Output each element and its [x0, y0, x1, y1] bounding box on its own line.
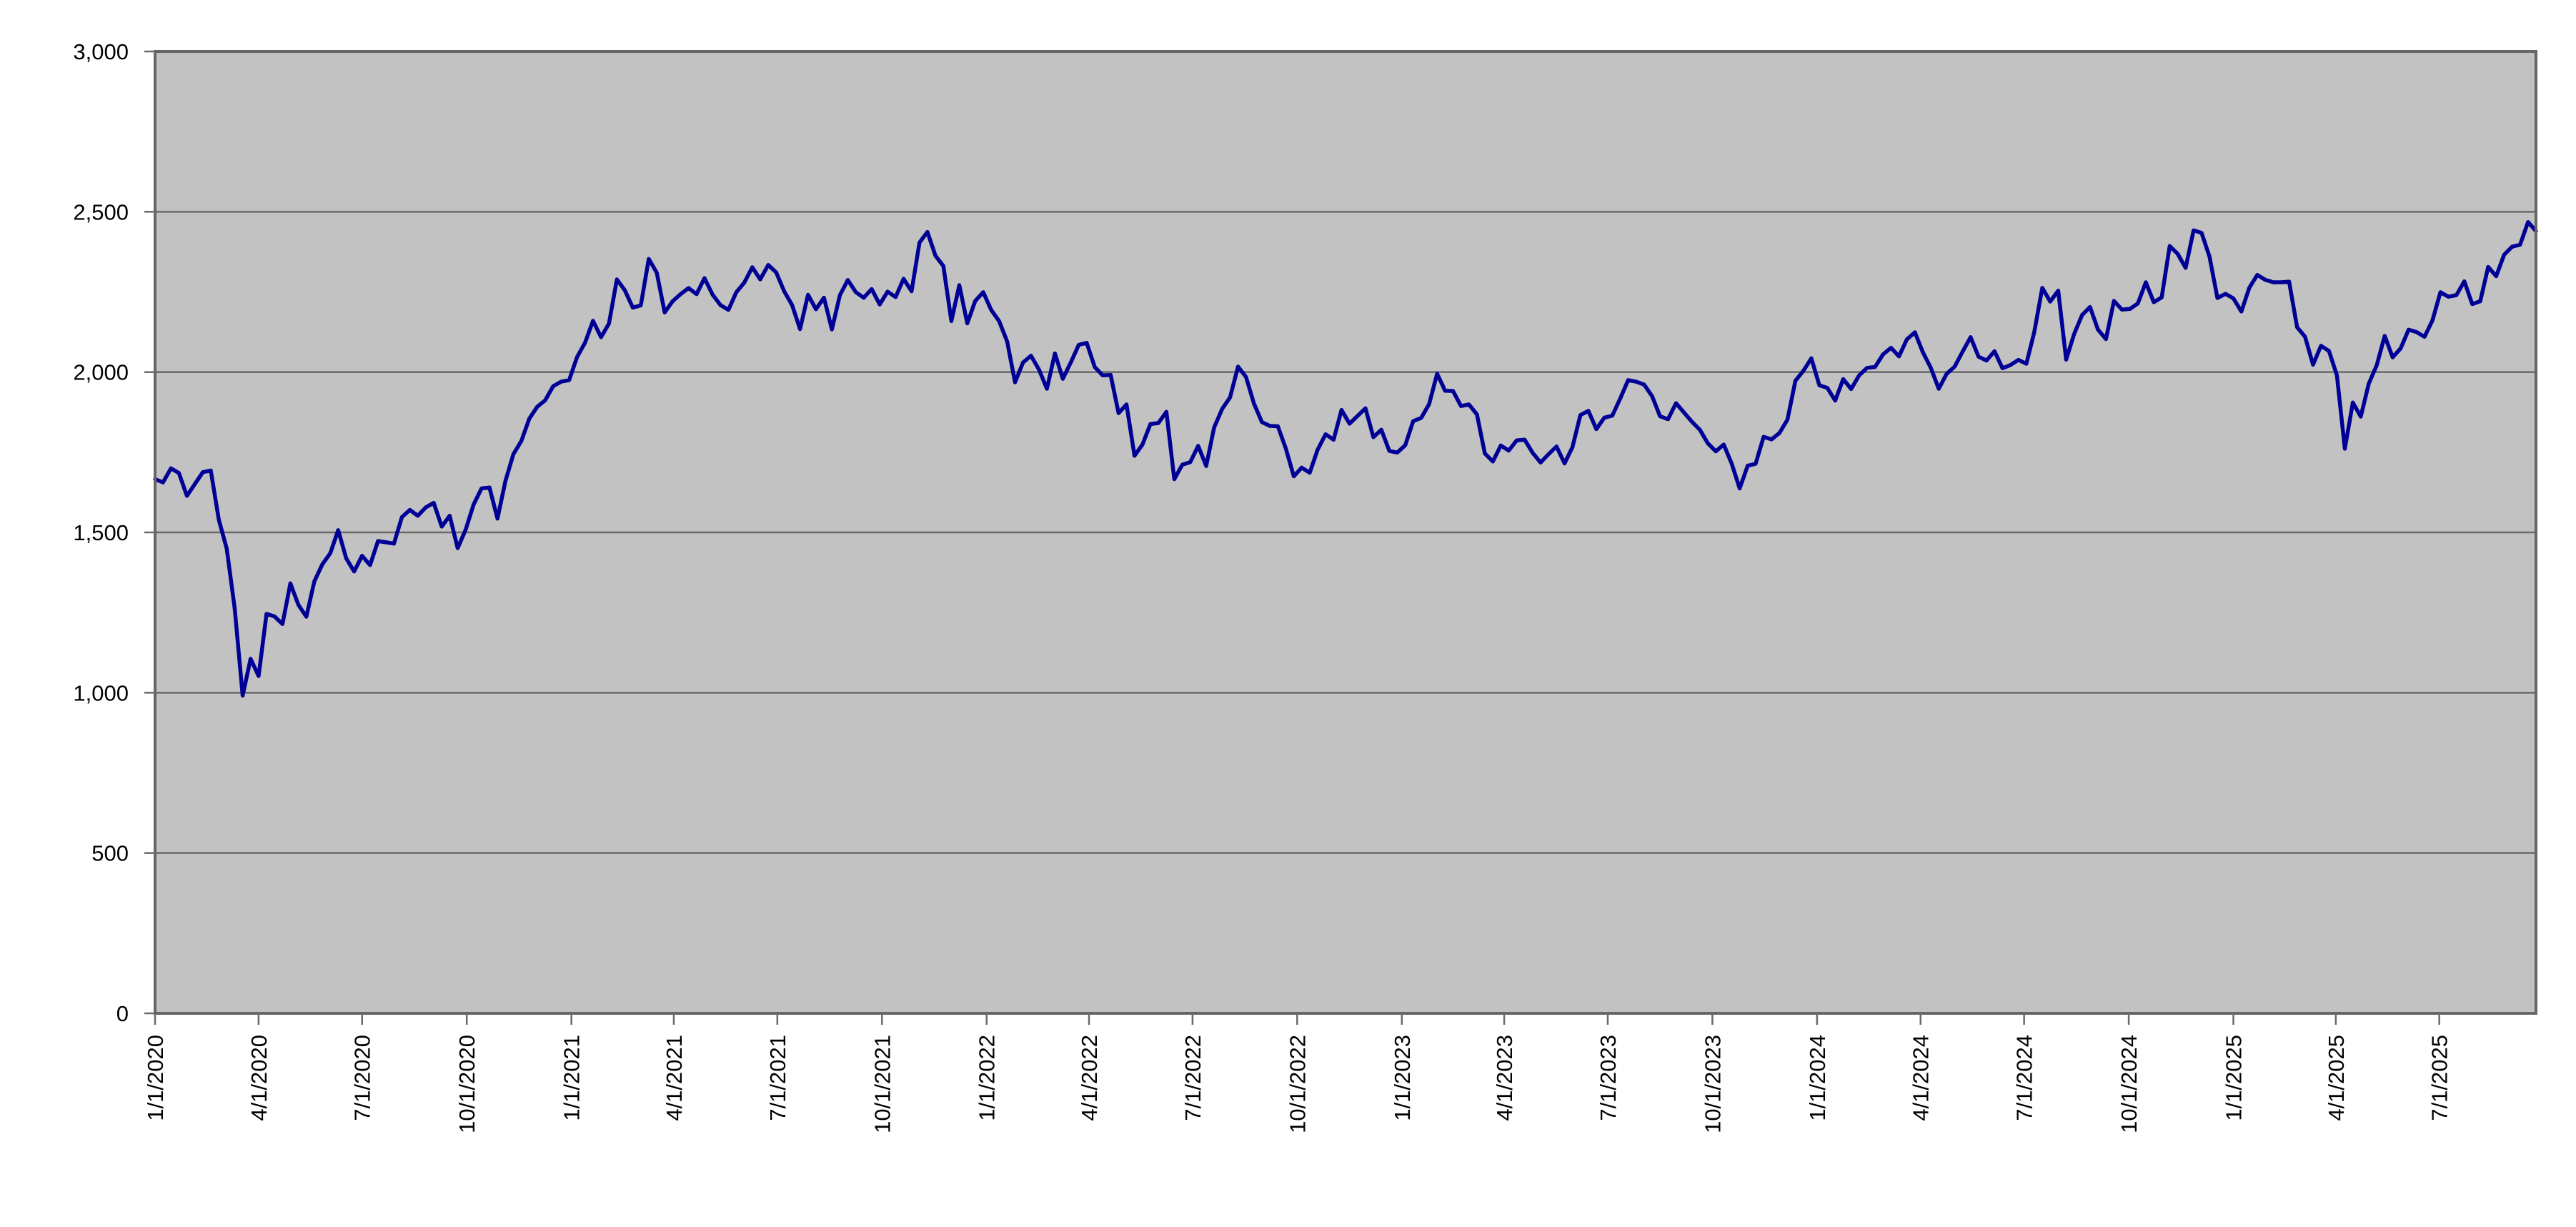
y-axis-label: 2,500 [73, 199, 129, 224]
x-axis-label: 10/1/2021 [870, 1035, 895, 1133]
x-axis-label: 4/1/2022 [1077, 1035, 1102, 1121]
x-axis-label: 7/1/2023 [1596, 1035, 1621, 1121]
x-axis-label: 7/1/2020 [350, 1035, 375, 1121]
x-axis-label: 10/1/2023 [1700, 1035, 1725, 1133]
x-axis-label: 4/1/2021 [662, 1035, 687, 1121]
x-axis-label: 4/1/2023 [1492, 1035, 1517, 1121]
x-axis-label: 1/1/2021 [560, 1035, 585, 1121]
x-axis-label: 10/1/2020 [454, 1035, 479, 1133]
x-axis-label: 4/1/2020 [247, 1035, 272, 1121]
x-axis-label: 1/1/2025 [2222, 1035, 2247, 1121]
y-axis-label: 1,000 [73, 680, 129, 705]
y-axis-label: 0 [116, 1001, 129, 1026]
data-series-line [153, 219, 2538, 698]
y-axis-label: 500 [91, 841, 129, 866]
x-axis-label: 4/1/2024 [1909, 1035, 1934, 1121]
x-axis-label: 10/1/2024 [2117, 1035, 2142, 1133]
x-axis-label: 1/1/2024 [1805, 1035, 1830, 1121]
x-axis-label: 7/1/2022 [1180, 1035, 1205, 1121]
x-axis-label: 1/1/2020 [143, 1035, 168, 1121]
y-axis-label: 3,000 [73, 39, 129, 64]
x-axis-label: 1/1/2023 [1390, 1035, 1415, 1121]
x-axis-label: 10/1/2022 [1285, 1035, 1310, 1133]
x-axis-label: 4/1/2025 [2324, 1035, 2349, 1121]
x-axis-label: 1/1/2022 [975, 1035, 1000, 1121]
y-axis-label: 2,000 [73, 360, 129, 385]
x-axis-label: 7/1/2025 [2427, 1035, 2452, 1121]
x-axis-label: 7/1/2024 [2012, 1035, 2037, 1121]
y-axis-label: 1,500 [73, 520, 129, 545]
x-axis-label: 7/1/2021 [765, 1035, 790, 1121]
